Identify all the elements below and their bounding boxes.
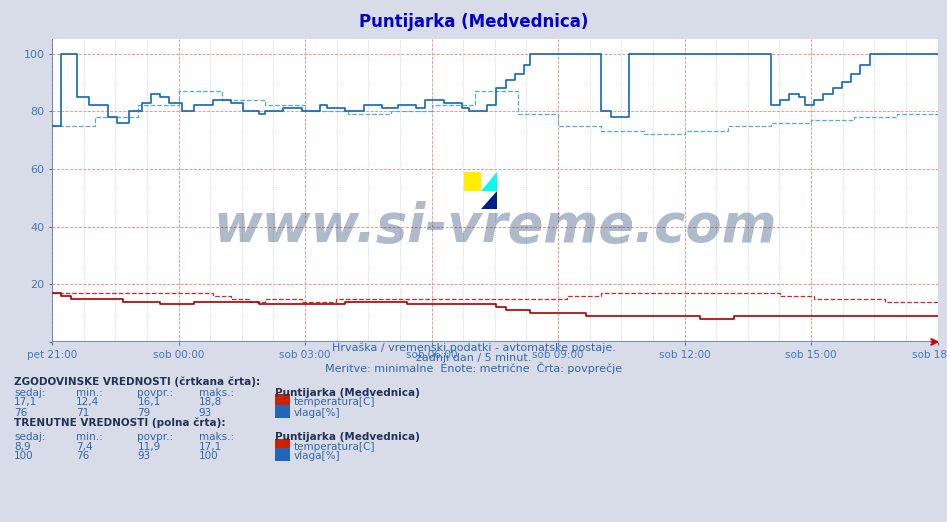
Polygon shape bbox=[481, 191, 497, 209]
Text: 100: 100 bbox=[199, 451, 219, 461]
Text: temperatura[C]: temperatura[C] bbox=[294, 442, 375, 452]
Text: maks.:: maks.: bbox=[199, 432, 234, 442]
Bar bbox=[464, 172, 481, 191]
Text: min.:: min.: bbox=[76, 388, 102, 398]
Text: Puntijarka (Medvednica): Puntijarka (Medvednica) bbox=[275, 432, 420, 442]
Text: TRENUTNE VREDNOSTI (polna črta):: TRENUTNE VREDNOSTI (polna črta): bbox=[14, 418, 225, 429]
Text: Hrvaška / vremenski podatki - avtomatske postaje.: Hrvaška / vremenski podatki - avtomatske… bbox=[331, 342, 616, 353]
Text: Puntijarka (Medvednica): Puntijarka (Medvednica) bbox=[275, 388, 420, 398]
Text: 76: 76 bbox=[76, 451, 89, 461]
Text: 17,1: 17,1 bbox=[14, 397, 38, 407]
Text: Meritve: minimalne  Enote: metrične  Črta: povprečje: Meritve: minimalne Enote: metrične Črta:… bbox=[325, 362, 622, 374]
Text: www.si-vreme.com: www.si-vreme.com bbox=[213, 201, 777, 253]
Text: maks.:: maks.: bbox=[199, 388, 234, 398]
Text: 17,1: 17,1 bbox=[199, 442, 223, 452]
Text: min.:: min.: bbox=[76, 432, 102, 442]
Polygon shape bbox=[481, 172, 497, 191]
Text: 93: 93 bbox=[137, 451, 151, 461]
Text: 79: 79 bbox=[137, 408, 151, 418]
Text: 8,9: 8,9 bbox=[14, 442, 31, 452]
Text: 18,8: 18,8 bbox=[199, 397, 223, 407]
Text: 71: 71 bbox=[76, 408, 89, 418]
Text: vlaga[%]: vlaga[%] bbox=[294, 408, 340, 418]
Text: sedaj:: sedaj: bbox=[14, 388, 45, 398]
Text: 76: 76 bbox=[14, 408, 27, 418]
Text: 16,1: 16,1 bbox=[137, 397, 161, 407]
Text: sedaj:: sedaj: bbox=[14, 432, 45, 442]
Text: zadnji dan / 5 minut.: zadnji dan / 5 minut. bbox=[416, 353, 531, 363]
Text: 93: 93 bbox=[199, 408, 212, 418]
Text: ZGODOVINSKE VREDNOSTI (črtkana črta):: ZGODOVINSKE VREDNOSTI (črtkana črta): bbox=[14, 377, 260, 387]
Text: vlaga[%]: vlaga[%] bbox=[294, 451, 340, 461]
Text: 12,4: 12,4 bbox=[76, 397, 99, 407]
Text: temperatura[C]: temperatura[C] bbox=[294, 397, 375, 407]
Text: povpr.:: povpr.: bbox=[137, 388, 173, 398]
Text: 7,4: 7,4 bbox=[76, 442, 93, 452]
Text: 11,9: 11,9 bbox=[137, 442, 161, 452]
Text: povpr.:: povpr.: bbox=[137, 432, 173, 442]
Text: 100: 100 bbox=[14, 451, 34, 461]
Text: Puntijarka (Medvednica): Puntijarka (Medvednica) bbox=[359, 13, 588, 31]
